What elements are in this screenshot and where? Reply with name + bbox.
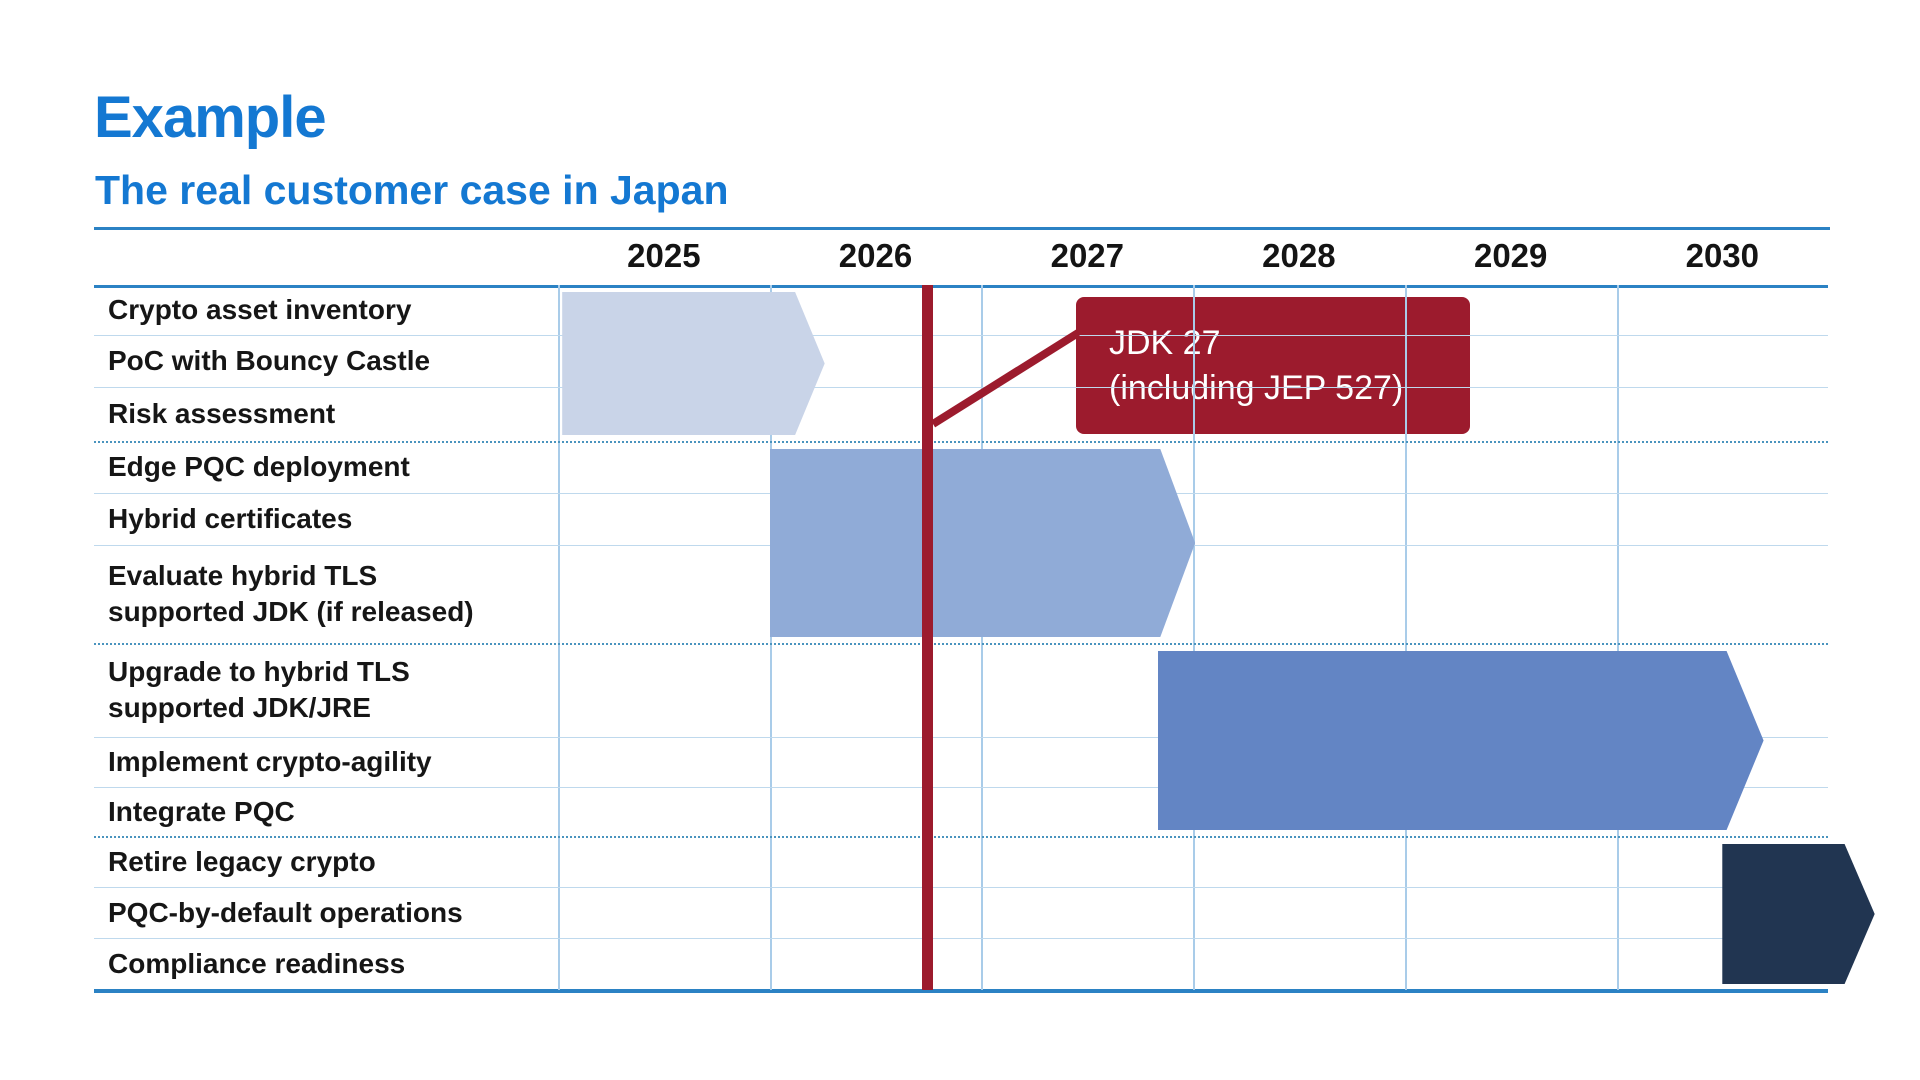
group-separator-dotted <box>94 836 1828 838</box>
year-header-2026: 2026 <box>838 237 913 274</box>
milestone-label-line1: JDK 27 <box>1109 323 1221 362</box>
phase-bar-3 <box>1158 651 1764 830</box>
year-header-2029: 2029 <box>1473 237 1548 274</box>
task-label: Edge PQC deployment <box>108 451 410 482</box>
table-bottom-rule <box>94 989 1828 993</box>
vertical-gridline <box>1193 285 1196 990</box>
vertical-gridline <box>1404 285 1407 990</box>
phase-bar-4 <box>1722 844 1874 984</box>
task-label: PQC-by-default operations <box>108 896 463 928</box>
row-separator <box>94 787 1828 788</box>
milestone-callout: JDK 27 (including JEP 527) <box>1076 297 1470 434</box>
phase-bar-2 <box>770 449 1196 637</box>
row-separator <box>94 938 1828 939</box>
task-label: PoC with Bouncy Castle <box>108 345 431 376</box>
vertical-gridline <box>981 285 984 990</box>
vertical-gridline <box>1616 285 1619 990</box>
milestone-label-line2: (including JEP 527) <box>1109 368 1404 407</box>
table-header-rule <box>94 285 1828 288</box>
task-label: Integrate PQC <box>108 795 295 827</box>
vertical-gridline <box>558 285 560 990</box>
year-header-2027: 2027 <box>1050 237 1125 274</box>
row-separator <box>94 887 1828 888</box>
task-label: Risk assessment <box>108 398 336 429</box>
task-label: Evaluate hybrid TLS supported JDK (if re… <box>108 560 474 627</box>
task-label: Retire legacy crypto <box>108 845 376 877</box>
group-separator-dotted <box>94 441 1828 443</box>
row-separator <box>94 737 1828 738</box>
group-separator-dotted <box>94 643 1828 645</box>
year-header-2025: 2025 <box>627 237 701 274</box>
page-subtitle: The real customer case in Japan <box>95 167 729 213</box>
vertical-gridline <box>769 285 772 990</box>
task-label: Upgrade to hybrid TLS supported JDK/JRE <box>108 656 410 723</box>
task-label: Implement crypto-agility <box>108 746 432 777</box>
phase-bar-1 <box>562 292 825 435</box>
page-title: Example <box>94 85 327 150</box>
year-header-2028: 2028 <box>1262 237 1336 274</box>
task-label: Compliance readiness <box>108 948 406 979</box>
task-label: Hybrid certificates <box>108 503 353 534</box>
task-label: Crypto asset inventory <box>108 294 412 325</box>
title-rule <box>94 227 1830 230</box>
milestone-line <box>921 285 934 990</box>
year-header-2030: 2030 <box>1685 237 1760 274</box>
